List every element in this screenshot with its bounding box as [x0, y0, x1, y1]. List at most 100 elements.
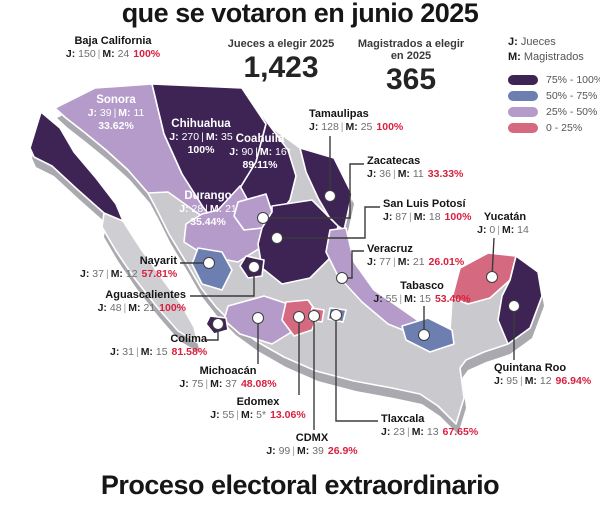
j-key: J:: [110, 346, 120, 358]
m-value: 16*: [275, 146, 291, 158]
m-value: 15: [419, 293, 431, 305]
m-value: 35: [221, 131, 233, 143]
m-value: 12: [539, 375, 552, 387]
j-key: J:: [179, 203, 189, 215]
j-key: J:: [179, 378, 189, 390]
legend-j-key: J:: [508, 36, 518, 48]
stat-magistrados: Magistrados a elegir en 2025 365: [348, 38, 474, 95]
m-key: M:: [210, 378, 223, 390]
label-quintana-roo: Quintana Roo J: 95 | M: 12 96.94%: [494, 362, 591, 388]
percentage: 67.65%: [442, 426, 479, 438]
m-key: M:: [205, 131, 219, 143]
m-value: 11: [133, 107, 145, 119]
m-key: M:: [501, 224, 515, 236]
state-name: Colima: [170, 333, 207, 345]
separator: |: [392, 168, 396, 180]
legend-band-0-25: 0 - 25%: [508, 120, 600, 135]
j-key: J:: [97, 302, 107, 314]
j-value: 75: [191, 378, 204, 390]
j-key: J:: [169, 131, 179, 143]
j-value: 0: [489, 224, 496, 236]
legend-band-50-75: 50% - 75%: [508, 88, 600, 103]
page-title-bottom: Proceso electoral extraordinario: [100, 470, 500, 500]
j-key: J:: [87, 107, 97, 119]
percentage: 96.94%: [555, 375, 592, 387]
m-value: 11: [412, 168, 424, 180]
legend-swatch-75-100: [508, 74, 538, 85]
m-value: 21: [225, 203, 237, 215]
j-value: 99: [278, 445, 291, 457]
label-michoacan: Michoacán J: 75 | M: 37 48.08%: [176, 365, 280, 391]
j-value: 270: [181, 131, 200, 143]
legend-m-key: M:: [508, 51, 521, 63]
m-value: 24: [117, 48, 130, 60]
j-key: J:: [309, 121, 319, 133]
percentage: 26.9%: [327, 445, 358, 457]
separator: |: [292, 445, 296, 457]
separator: |: [519, 375, 523, 387]
m-value: 39: [312, 445, 324, 457]
map-dot-cdmx: [308, 310, 320, 322]
separator: |: [205, 203, 208, 215]
state-name: Baja California: [74, 35, 152, 47]
legend: J: Jueces M: Magistrados 75% - 100% 50% …: [508, 35, 600, 135]
label-chihuahua: Chihuahua J: 270 | M: 35 100%: [142, 118, 260, 157]
label-tabasco: Tabasco J: 55 | M: 15 53.40%: [370, 280, 474, 306]
map-dot-colima: [212, 318, 224, 330]
j-value: 23: [393, 426, 405, 438]
state-values: J: 87 | M: 18 100%: [383, 211, 471, 224]
legend-band-75-100: 75% - 100%: [508, 72, 600, 87]
label-yucatan: Yucatán J: 0 | M: 14: [455, 211, 555, 237]
m-value: 37: [225, 378, 237, 390]
state-values: J: 95 | M: 12 96.94%: [494, 375, 591, 388]
state-values: J: 37 | M: 12 57.81%: [80, 268, 177, 281]
legend-m-label: Magistrados: [523, 51, 584, 63]
j-value: 55: [222, 409, 235, 421]
m-key: M:: [209, 203, 223, 215]
m-value: 5*: [256, 409, 267, 421]
state-name: Coahuila: [235, 133, 285, 145]
map-dot-yucatan: [486, 271, 498, 283]
percentage: 57.81%: [141, 268, 178, 280]
j-value: 39: [99, 107, 112, 119]
j-value: 128: [321, 121, 339, 133]
state-name: Durango: [184, 190, 232, 202]
map-dot-zacatecas: [257, 212, 269, 224]
m-value: 12: [125, 268, 138, 280]
separator: |: [113, 107, 117, 119]
state-name: Tamaulipas: [309, 108, 369, 120]
state-name: Michoacán: [199, 365, 257, 377]
j-key: J:: [373, 293, 383, 305]
j-key: J:: [65, 48, 76, 60]
state-values: J: 270 | M: 35: [142, 131, 260, 144]
page-title-top: que se votaron en junio 2025: [121, 0, 479, 28]
percentage: 33.62%: [98, 120, 134, 132]
leader-line-yucatan: [491, 237, 495, 278]
state-shape-quintana-roo: [497, 255, 543, 345]
legend-key-jueces: J: Jueces: [508, 35, 600, 50]
m-key: M:: [102, 48, 115, 60]
j-key: J:: [210, 409, 220, 421]
state-name: San Luis Potosí: [383, 198, 466, 210]
label-durango: Durango J: 28 | M: 21 35.44%: [160, 190, 256, 229]
separator: |: [392, 256, 396, 268]
state-values: J: 75 | M: 37 48.08%: [176, 378, 280, 391]
label-cdmx: CDMX J: 99 | M: 39 26.9%: [262, 432, 362, 458]
percentage: 13.06%: [270, 409, 306, 421]
j-key: J:: [266, 445, 276, 457]
percentage: 53.40%: [434, 293, 471, 305]
label-edomex: Edomex J: 55 | M: 5* 13.06%: [208, 396, 308, 422]
m-key: M:: [413, 211, 426, 223]
separator: |: [123, 302, 127, 314]
state-name: Sonora: [96, 94, 136, 106]
stat-magistrados-label-line2: en 2025: [390, 50, 432, 62]
j-key: J:: [229, 146, 239, 158]
m-key: M:: [397, 168, 410, 180]
separator: |: [205, 378, 209, 390]
stat-jueces-value: 1,423: [243, 51, 319, 84]
state-name: Zacatecas: [367, 155, 421, 167]
legend-swatch-50-75: [508, 90, 538, 101]
legend-band-label: 50% - 75%: [546, 89, 598, 102]
legend-key-magistrados: M: Magistrados: [508, 50, 600, 65]
j-key: J:: [80, 268, 90, 280]
